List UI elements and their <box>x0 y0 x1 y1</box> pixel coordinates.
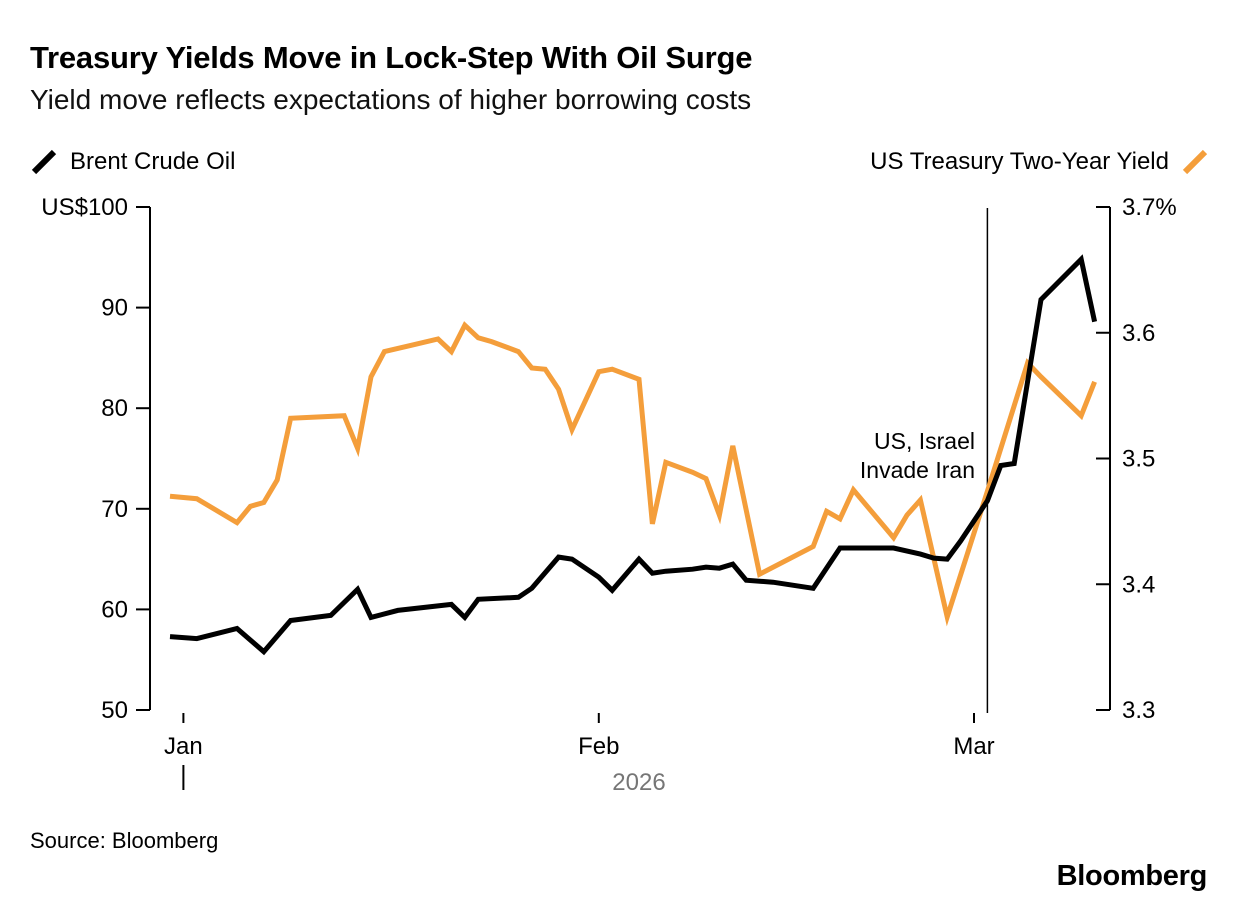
left-axis-tick-label: 70 <box>101 496 128 523</box>
year-label: 2026 <box>612 769 665 796</box>
page-subtitle: Yield move reflects expectations of high… <box>30 84 752 115</box>
yield-line-swatch-icon <box>1182 149 1208 175</box>
annotation-line-1: US, Israel <box>874 428 975 454</box>
x-axis-month-label: Jan <box>164 733 203 760</box>
left-axis-tick-label: US$100 <box>41 194 128 221</box>
chart-generated-layer: US$100 90 80 70 60 50 3.7% 3.6 3.5 3.4 3.3 Jan Feb Ma… <box>41 194 1176 796</box>
left-axis-tick-label: 90 <box>101 295 128 322</box>
legend-item-brent: Brent Crude Oil <box>30 148 235 176</box>
legend-label-yield: US Treasury Two-Year Yield <box>870 148 1169 175</box>
brent-line-swatch-icon <box>31 149 57 175</box>
treasury-yield-line <box>169 321 1097 627</box>
right-axis-tick-label: 3.6 <box>1122 320 1155 347</box>
annotation-line-2: Invade Iran <box>860 457 975 483</box>
x-axis-month-label: Mar <box>953 733 994 760</box>
right-axis-tick-label: 3.5 <box>1122 446 1155 473</box>
brent-crude-line <box>169 254 1098 656</box>
left-axis-tick-label: 80 <box>101 395 128 422</box>
legend-item-yield: US Treasury Two-Year Yield <box>870 148 1209 176</box>
left-axis-tick-label: 60 <box>101 596 128 623</box>
page-title: Treasury Yields Move in Lock-Step With O… <box>30 40 753 75</box>
right-axis-tick-label: 3.4 <box>1122 571 1155 598</box>
right-axis-tick-label: 3.7% <box>1122 194 1177 221</box>
right-axis-tick-label: 3.3 <box>1122 697 1155 724</box>
left-axis-tick-label: 50 <box>101 697 128 724</box>
source-note: Source: Bloomberg <box>30 828 219 853</box>
bloomberg-logo: Bloomberg <box>1056 860 1208 892</box>
x-axis-month-label: Feb <box>578 733 619 760</box>
chart-plot: US$100 90 80 70 60 50 3.7% 3.6 3.5 3.4 3.3 Jan Feb Ma… <box>41 194 1176 796</box>
yield-swatch-stroke <box>1182 149 1208 175</box>
brent-swatch-stroke <box>31 149 57 175</box>
legend-label-brent: Brent Crude Oil <box>70 148 236 175</box>
